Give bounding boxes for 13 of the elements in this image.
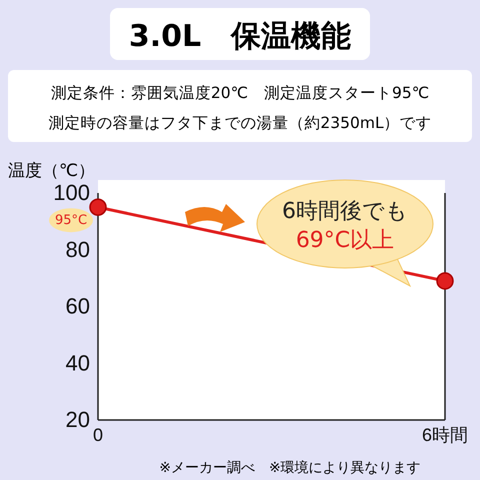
x-tick-label: 0 — [92, 424, 104, 445]
annotation: 6時間後でも 69°C以上 — [282, 198, 408, 253]
y-tick-label: 80 — [66, 236, 90, 262]
y-tick-label: 20 — [66, 407, 90, 432]
data-label: 95°C — [54, 213, 88, 228]
y-tick-label: 60 — [66, 294, 90, 319]
x-tick-label: 6時間 — [422, 424, 468, 445]
text: ※メーカー調べ ※環境により異なります — [159, 460, 421, 476]
chart-subtitle: 測定条件：雰囲気温度20℃ 測定温度スタート95℃ 測定時の容量はフタ下までの湯量（約2350mL）です — [48, 84, 432, 132]
chart-title: 3.0L 保温機能 — [128, 19, 352, 54]
y-axis-title: 温度（℃） — [8, 161, 96, 181]
y-tick-label: 40 — [66, 350, 90, 376]
y-tick-label: 100 — [53, 180, 90, 206]
